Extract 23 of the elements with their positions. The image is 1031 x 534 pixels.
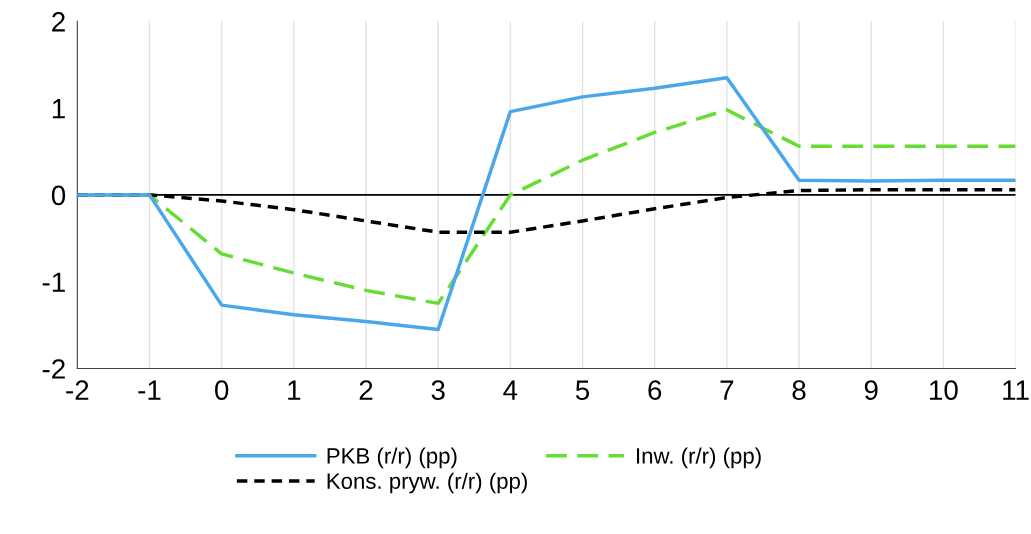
y-tick-label: 2 bbox=[52, 12, 65, 32]
x-tick-label: 7 bbox=[720, 380, 734, 400]
x-tick-label: 9 bbox=[864, 380, 878, 400]
x-tick-label: -1 bbox=[138, 380, 161, 400]
x-tick-label: 0 bbox=[215, 380, 229, 400]
x-tick-label: 8 bbox=[792, 380, 806, 400]
y-tick-label: -1 bbox=[42, 272, 65, 292]
legend-label: Kons. pryw. (r/r) (pp) bbox=[327, 472, 527, 494]
legend-label: Inw. (r/r) (pp) bbox=[637, 447, 761, 469]
line-series bbox=[77, 76, 1016, 332]
y-tick-label: 0 bbox=[51, 185, 66, 206]
y-tick-label: -2 bbox=[42, 359, 65, 379]
x-tick-label: 6 bbox=[648, 380, 662, 400]
x-tick-label: 2 bbox=[359, 380, 373, 400]
x-tick-label: -2 bbox=[66, 380, 89, 400]
x-tick-label: 10 bbox=[930, 380, 958, 400]
x-tick-label: 5 bbox=[575, 380, 590, 400]
legend-label: PKB (r/r) (pp) bbox=[327, 447, 457, 469]
x-tick-label: 11 bbox=[1003, 380, 1029, 400]
y-tick-label: 1 bbox=[52, 99, 65, 119]
x-tick-label: 1 bbox=[288, 380, 301, 400]
x-tick-label: 4 bbox=[503, 380, 518, 400]
x-tick-label: 3 bbox=[431, 380, 445, 400]
